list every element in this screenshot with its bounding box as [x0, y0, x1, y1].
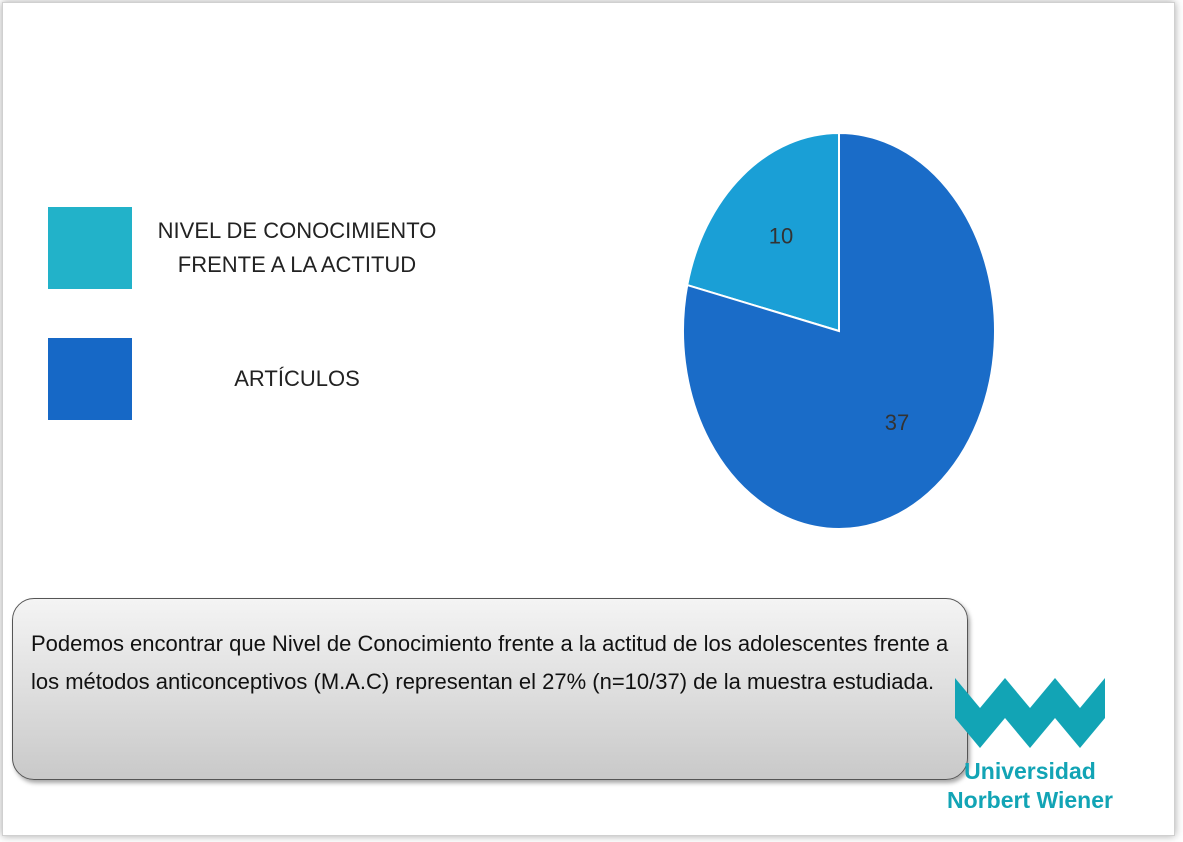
data-label: 10	[769, 224, 793, 249]
legend-swatch	[48, 207, 132, 289]
note-box: Podemos encontrar que Nivel de Conocimie…	[12, 598, 968, 780]
legend-swatch	[48, 338, 132, 420]
data-label: 37	[885, 410, 909, 435]
legend-item: NIVEL DE CONOCIMIENTO FRENTE A LA ACTITU…	[48, 207, 462, 289]
pie-slice	[682, 131, 996, 530]
pie-slice	[686, 131, 840, 333]
legend-label: NIVEL DE CONOCIMIENTO FRENTE A LA ACTITU…	[157, 218, 437, 277]
logo-line: Universidad	[964, 758, 1096, 784]
logo-line: Norbert Wiener	[947, 787, 1113, 813]
logo-icon	[955, 678, 1105, 748]
logo: Universidad Norbert Wiener	[940, 668, 1120, 815]
legend-item: ARTÍCULOS	[48, 338, 462, 420]
legend-label: ARTÍCULOS	[234, 366, 360, 391]
